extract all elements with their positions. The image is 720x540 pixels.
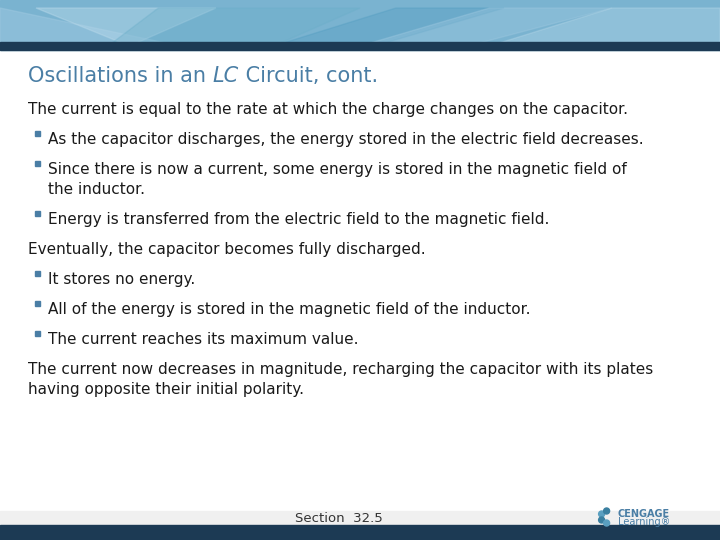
- Text: Eventually, the capacitor becomes fully discharged.: Eventually, the capacitor becomes fully …: [28, 242, 426, 257]
- Bar: [35, 271, 40, 276]
- Text: Energy is transferred from the electric field to the magnetic field.: Energy is transferred from the electric …: [48, 212, 549, 227]
- Polygon shape: [360, 8, 612, 46]
- Text: Since there is now a current, some energy is stored in the magnetic field of: Since there is now a current, some energ…: [48, 162, 626, 177]
- Bar: [0, 42, 720, 50]
- Circle shape: [598, 511, 605, 517]
- Polygon shape: [274, 8, 504, 46]
- Polygon shape: [490, 8, 720, 46]
- Bar: [35, 301, 40, 306]
- Text: All of the energy is stored in the magnetic field of the inductor.: All of the energy is stored in the magne…: [48, 302, 531, 317]
- Text: The current now decreases in magnitude, recharging the capacitor with its plates: The current now decreases in magnitude, …: [28, 362, 653, 377]
- Text: Section  32.5: Section 32.5: [294, 511, 382, 524]
- Text: The current is equal to the rate at which the charge changes on the capacitor.: The current is equal to the rate at whic…: [28, 102, 628, 117]
- Bar: [0, 511, 720, 540]
- Text: Oscillations in an: Oscillations in an: [28, 66, 212, 86]
- Text: The current reaches its maximum value.: The current reaches its maximum value.: [48, 332, 359, 347]
- Circle shape: [603, 508, 610, 514]
- Polygon shape: [0, 8, 180, 46]
- Polygon shape: [108, 8, 360, 46]
- Bar: [35, 131, 40, 136]
- Bar: [35, 211, 40, 216]
- Text: having opposite their initial polarity.: having opposite their initial polarity.: [28, 382, 304, 397]
- Text: CENGAGE: CENGAGE: [618, 509, 670, 519]
- Text: It stores no energy.: It stores no energy.: [48, 272, 195, 287]
- Bar: [0, 525, 720, 540]
- Circle shape: [603, 520, 610, 526]
- Text: Learning®: Learning®: [618, 517, 670, 527]
- Bar: [0, 0, 720, 50]
- Circle shape: [598, 517, 605, 523]
- Polygon shape: [36, 8, 216, 46]
- Bar: [35, 331, 40, 336]
- Text: the inductor.: the inductor.: [48, 182, 145, 197]
- Text: Circuit, cont.: Circuit, cont.: [239, 66, 378, 86]
- Text: LC: LC: [212, 66, 239, 86]
- Bar: [35, 161, 40, 166]
- Text: As the capacitor discharges, the energy stored in the electric field decreases.: As the capacitor discharges, the energy …: [48, 132, 644, 147]
